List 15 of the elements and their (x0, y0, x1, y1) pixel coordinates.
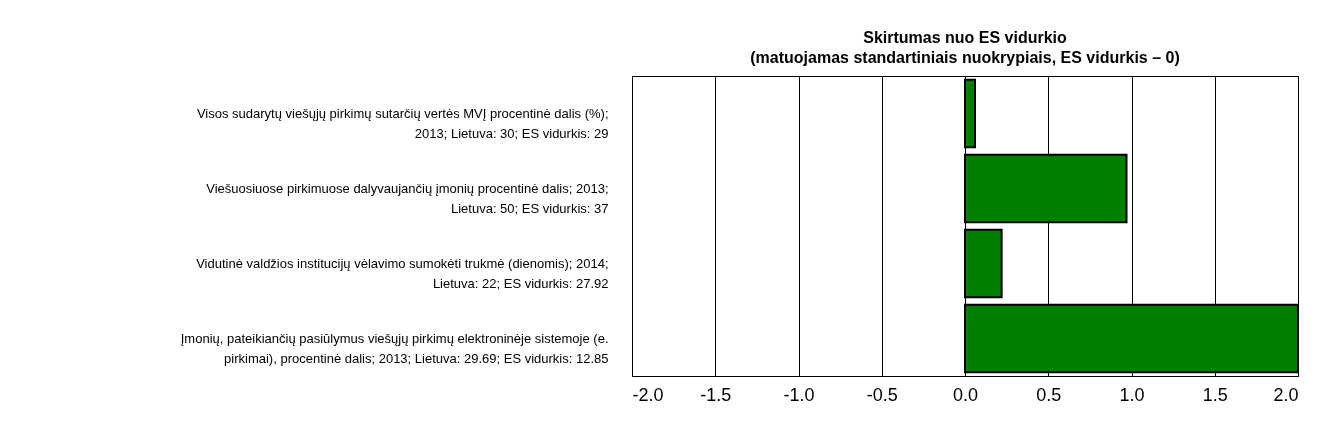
x-tick-label: -1.5 (700, 384, 732, 405)
y-tick-label: Viešuosiuose pirkimuose dalyvaujančių įmonių procentinė dalis; 2013; Lietuva: 50; ES vidurkis: 37 (206, 180, 609, 216)
x-tick-label: 2.0 (1273, 384, 1299, 405)
x-tick-label: 0.0 (952, 384, 979, 405)
chart-title: Skirtumas nuo ES vidurkio (863, 29, 1068, 46)
x-tick-label: 1.0 (1119, 384, 1145, 405)
x-tick-label: -0.5 (866, 384, 898, 405)
x-tick-label: -1.0 (783, 384, 815, 405)
y-tick-label: Vidutinė valdžios institucijų vėlavimo sumokėti trukmė (dienomis); 2014; Lietuva: 22; ES vidurkis: 27.92 (196, 255, 609, 291)
x-tick-label: -2.0 (632, 384, 664, 405)
x-tick-label: 0.5 (1036, 384, 1062, 405)
x-tick-label: 1.5 (1202, 384, 1228, 405)
chart-subtitle: (matuojamas standartiniais nuokrypiais, ES vidurkis – 0) (750, 49, 1180, 66)
y-tick-label: Įmonių, pateikiančių pasiūlymus viešųjų pirkimų elektroninėje sistemoje (e. pirkimai), procentinė dalis; 2013; Lietuva: 29.69; ES vidurkis: 12.85 (180, 330, 609, 366)
y-tick-label: Visos sudarytų viešųjų pirkimų sutarčių vertės MVĮ procentinė dalis (%); 2013; Lietuva: 30; ES vidurkis: 29 (196, 105, 609, 141)
